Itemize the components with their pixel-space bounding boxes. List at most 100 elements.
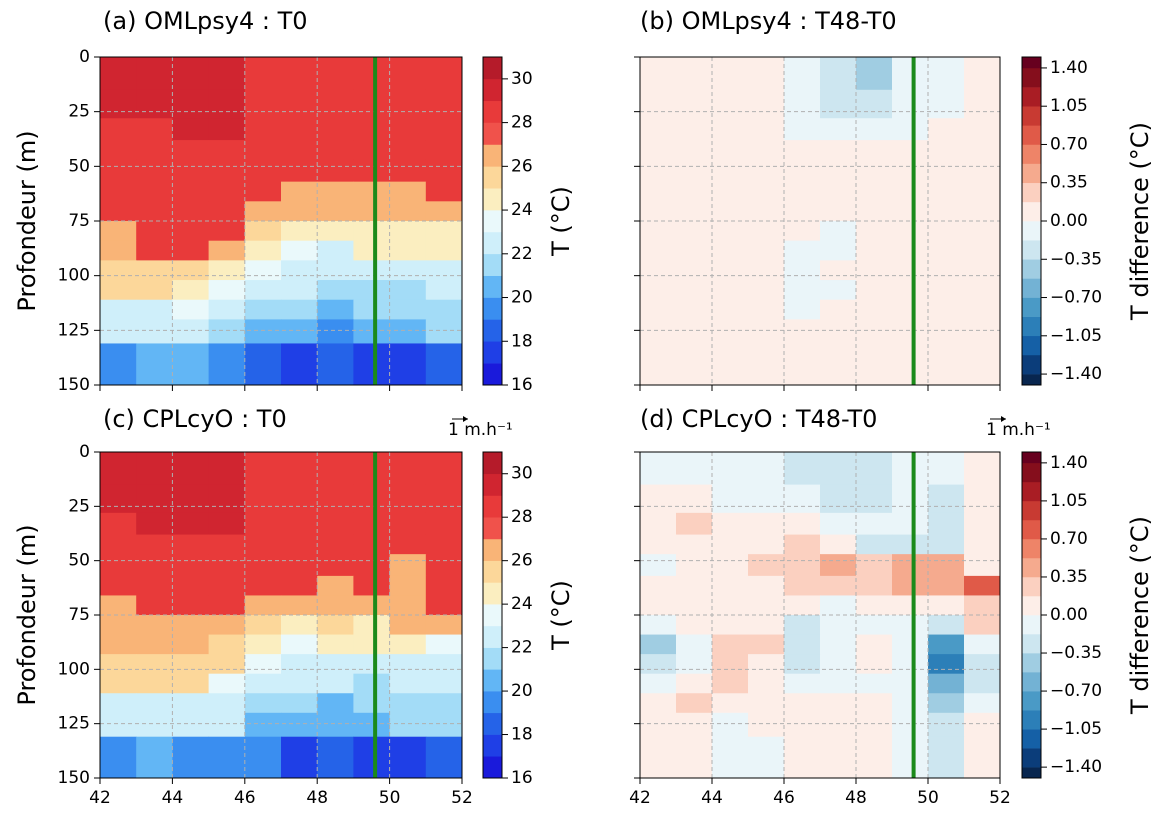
heat-cell — [856, 260, 893, 281]
heat-cell — [136, 201, 173, 222]
heat-cell — [281, 260, 318, 281]
heat-cell — [317, 736, 354, 779]
heat-cell — [244, 712, 282, 738]
heat-cell — [748, 712, 785, 738]
heat-cell — [208, 57, 246, 91]
heat-cell — [784, 89, 821, 119]
heat-cell — [820, 712, 857, 738]
heat-cell — [964, 484, 1001, 514]
heat-cell — [856, 654, 893, 675]
heat-cell — [281, 534, 318, 555]
heat-cell — [244, 201, 282, 222]
heat-cell — [964, 240, 1001, 261]
heat-cell — [389, 181, 427, 202]
heat-cell — [928, 299, 965, 320]
heat-cell — [208, 221, 246, 242]
heat-cell — [100, 654, 137, 675]
heat-cell — [208, 201, 246, 222]
colorbar-band — [483, 253, 502, 276]
heat-cell — [136, 181, 173, 202]
colorbar-tick-label: 1.05 — [1050, 491, 1088, 511]
heat-cell — [244, 452, 282, 486]
panel: (b) OMLpsy4 : T48-T0 −1.40 −1.05 −0.70 −0.35… — [634, 7, 1152, 391]
heat-cell — [712, 280, 749, 301]
heat-cell — [281, 673, 318, 694]
heat-cell — [784, 159, 821, 183]
heat-cell — [100, 634, 137, 655]
heat-cell — [425, 159, 463, 183]
heat-cell — [281, 575, 318, 596]
heat-cell — [712, 201, 749, 222]
heat-cell — [244, 673, 282, 694]
heat-cell — [784, 534, 821, 555]
heat-cell — [353, 181, 391, 202]
heat-cell — [676, 615, 713, 636]
heat-cell — [892, 654, 929, 675]
heat-cell — [748, 240, 785, 261]
heat-cell — [172, 673, 210, 694]
heat-cell — [244, 299, 282, 320]
heat-cell — [820, 484, 857, 514]
heat-cell — [281, 554, 318, 577]
x-tick-label: 48 — [845, 788, 867, 808]
heat-cell — [928, 57, 965, 91]
y-tick-label: 0 — [79, 442, 90, 462]
heat-cell — [389, 89, 427, 119]
heat-cell — [712, 118, 749, 141]
heat-cell — [928, 118, 965, 141]
heat-cell — [964, 118, 1001, 141]
heat-cell — [425, 595, 463, 616]
heat-cell — [748, 299, 785, 320]
heat-cell — [820, 736, 857, 779]
heat-cell — [172, 280, 210, 301]
heat-cell — [281, 484, 318, 514]
heat-cell — [748, 693, 785, 714]
quiver-key-head — [463, 416, 468, 422]
heat-cell — [892, 159, 929, 183]
heat-cell — [100, 57, 137, 91]
x-tick-label: 50 — [917, 788, 939, 808]
colorbar-tick-label: −0.70 — [1050, 288, 1102, 308]
heat-cell — [136, 118, 173, 141]
heat-cell — [172, 452, 210, 486]
heat-cell — [389, 260, 427, 281]
heat-cell — [712, 736, 749, 779]
heat-cell — [820, 615, 857, 636]
heat-cell — [425, 484, 463, 514]
heat-cell — [244, 484, 282, 514]
heat-cell — [640, 634, 677, 655]
heat-cell — [928, 673, 965, 694]
heat-cell — [244, 118, 282, 141]
heat-cell — [317, 260, 354, 281]
colorbar-band — [1022, 748, 1041, 768]
heat-cell — [244, 575, 282, 596]
heat-cell — [425, 299, 463, 320]
heat-cell — [928, 693, 965, 714]
heat-cell — [856, 512, 893, 536]
heat-cell — [892, 452, 929, 486]
heat-cell — [964, 343, 1001, 386]
heat-cell — [208, 89, 246, 119]
heat-cell — [100, 240, 137, 261]
heat-cell — [676, 512, 713, 536]
heat-cell — [136, 260, 173, 281]
heat-cell — [676, 575, 713, 596]
heat-cell — [136, 512, 173, 536]
heat-cell — [208, 260, 246, 281]
heat-cell — [676, 712, 713, 738]
colorbar-tick-label: 16 — [511, 768, 533, 788]
heat-cell — [712, 299, 749, 320]
y-tick-label: 150 — [58, 375, 90, 395]
heat-cell — [172, 484, 210, 514]
heat-cell — [676, 140, 713, 161]
colorbar-band — [1022, 691, 1041, 711]
colorbar-band — [1022, 182, 1041, 203]
heat-cell — [856, 280, 893, 301]
colorbar-tick-label: 1.40 — [1050, 453, 1088, 473]
heat-cell — [640, 534, 677, 555]
y-axis-label: Profondeur (m) — [13, 524, 41, 705]
heat-cell — [712, 575, 749, 596]
y-tick-label: 75 — [68, 605, 90, 625]
colorbar-band — [1022, 374, 1041, 386]
